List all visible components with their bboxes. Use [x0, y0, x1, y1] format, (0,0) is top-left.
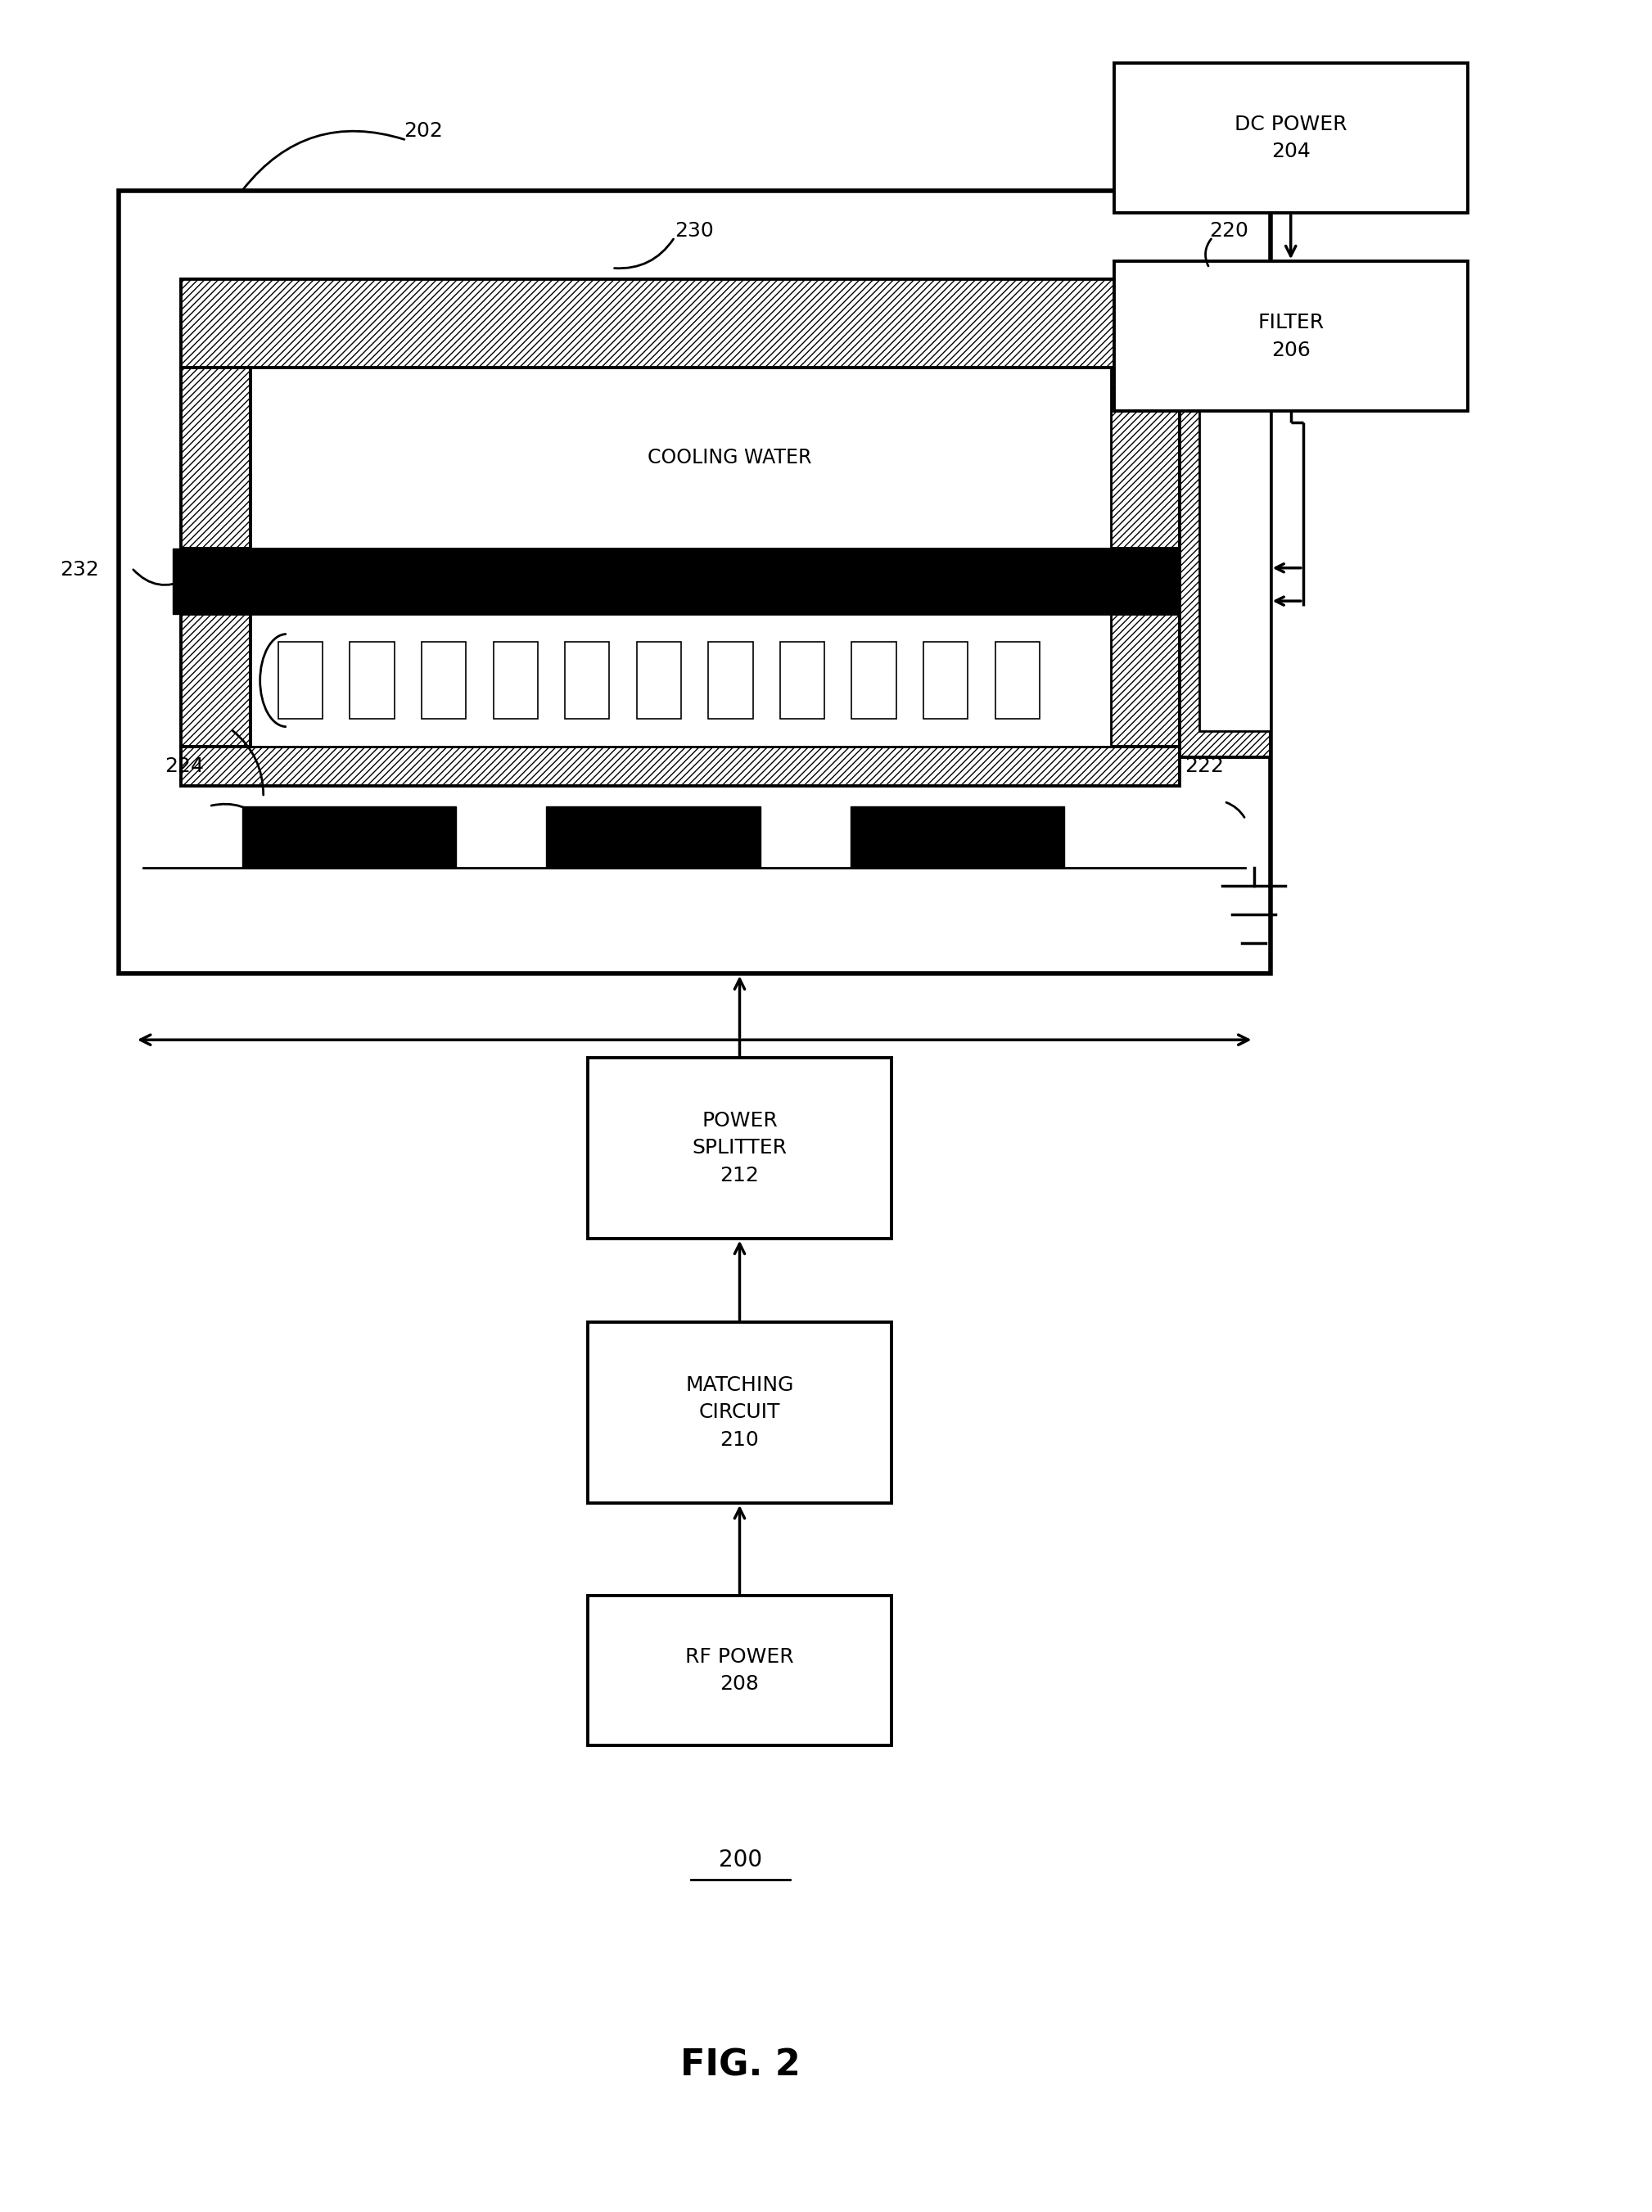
Bar [709, 641, 753, 719]
Bar [565, 641, 610, 719]
Bar [249, 615, 1110, 748]
Bar [119, 190, 1270, 973]
Bar [182, 279, 1180, 367]
Bar [182, 615, 249, 748]
Text: 220: 220 [1209, 221, 1249, 241]
Bar [588, 1323, 892, 1502]
Bar [350, 641, 395, 719]
Bar [588, 1057, 892, 1239]
Text: FIG. 2: FIG. 2 [681, 2048, 801, 2084]
Bar [852, 641, 897, 719]
Text: DC POWER
204: DC POWER 204 [1234, 115, 1346, 161]
Text: 202: 202 [403, 122, 443, 142]
Bar [1180, 279, 1270, 757]
Text: RF POWER
208: RF POWER 208 [686, 1648, 795, 1694]
Text: COOLING WATER: COOLING WATER [648, 447, 811, 467]
Text: 224: 224 [165, 757, 205, 776]
Bar [851, 805, 1064, 867]
Bar [421, 641, 466, 719]
Text: MATCHING
CIRCUIT
210: MATCHING CIRCUIT 210 [686, 1376, 795, 1449]
Bar [182, 748, 1180, 785]
Text: 222: 222 [1184, 757, 1224, 776]
Bar [1113, 261, 1467, 411]
Bar [780, 641, 824, 719]
Bar [278, 641, 322, 719]
Bar [1110, 615, 1180, 748]
Text: FILTER
206: FILTER 206 [1257, 312, 1323, 361]
Bar [923, 641, 968, 719]
Bar [182, 367, 249, 549]
Bar [636, 641, 681, 719]
Bar [173, 549, 1180, 615]
Text: POWER
SPLITTER
212: POWER SPLITTER 212 [692, 1110, 786, 1186]
Bar [241, 805, 456, 867]
Bar [249, 367, 1110, 549]
Text: 232: 232 [59, 560, 99, 580]
Bar [547, 805, 760, 867]
Bar [494, 641, 537, 719]
Bar [1199, 305, 1270, 732]
Bar [1113, 62, 1467, 212]
Text: 230: 230 [674, 221, 714, 241]
Text: 234: 234 [248, 812, 286, 832]
Bar [588, 1595, 892, 1745]
Text: 200: 200 [719, 1849, 762, 1871]
Bar [995, 641, 1039, 719]
Bar [1110, 367, 1180, 549]
